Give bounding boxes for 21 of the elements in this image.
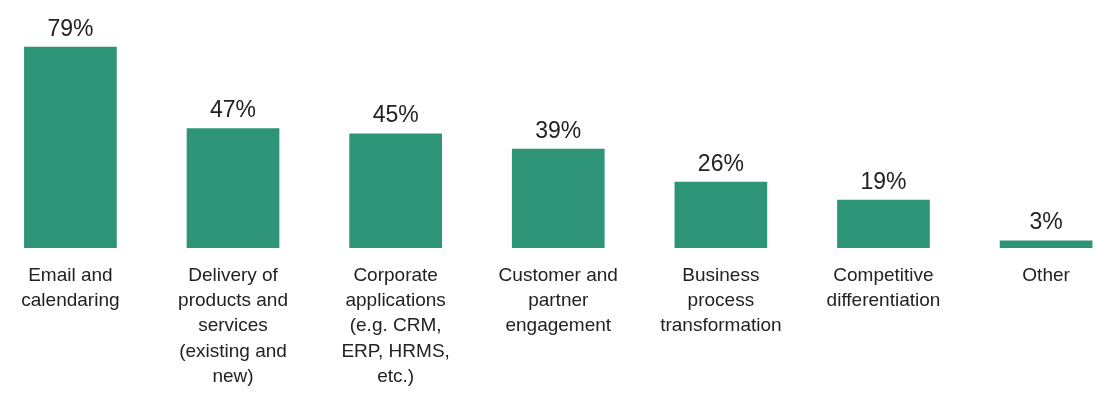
data-label: 39% bbox=[535, 116, 582, 143]
data-label: 26% bbox=[697, 149, 744, 176]
x-tick-label: Customer and partner engagement bbox=[498, 264, 618, 336]
x-tick-label: Delivery of products and services (existing and new) bbox=[178, 264, 288, 386]
x-tick-label: Corporate applications (e.g. CRM, ERP, HRMS, etc.) bbox=[341, 264, 450, 386]
bar bbox=[837, 199, 930, 249]
x-tick-label: Other bbox=[1022, 264, 1071, 286]
data-label: 45% bbox=[372, 101, 419, 128]
data-label: 79% bbox=[47, 14, 94, 41]
bar bbox=[186, 128, 280, 249]
data-label: 19% bbox=[860, 167, 907, 194]
x-tick-label: Business process transformation bbox=[660, 264, 782, 336]
x-tick-label: Email and calendaring bbox=[21, 264, 120, 311]
x-tick-label: Competitive differentiation bbox=[826, 264, 941, 311]
bar bbox=[674, 181, 768, 249]
data-label: 47% bbox=[210, 96, 257, 123]
bar bbox=[24, 46, 117, 249]
bar bbox=[511, 148, 605, 249]
data-label: 3% bbox=[1029, 208, 1063, 235]
bar bbox=[349, 133, 442, 249]
bar bbox=[999, 240, 1093, 249]
